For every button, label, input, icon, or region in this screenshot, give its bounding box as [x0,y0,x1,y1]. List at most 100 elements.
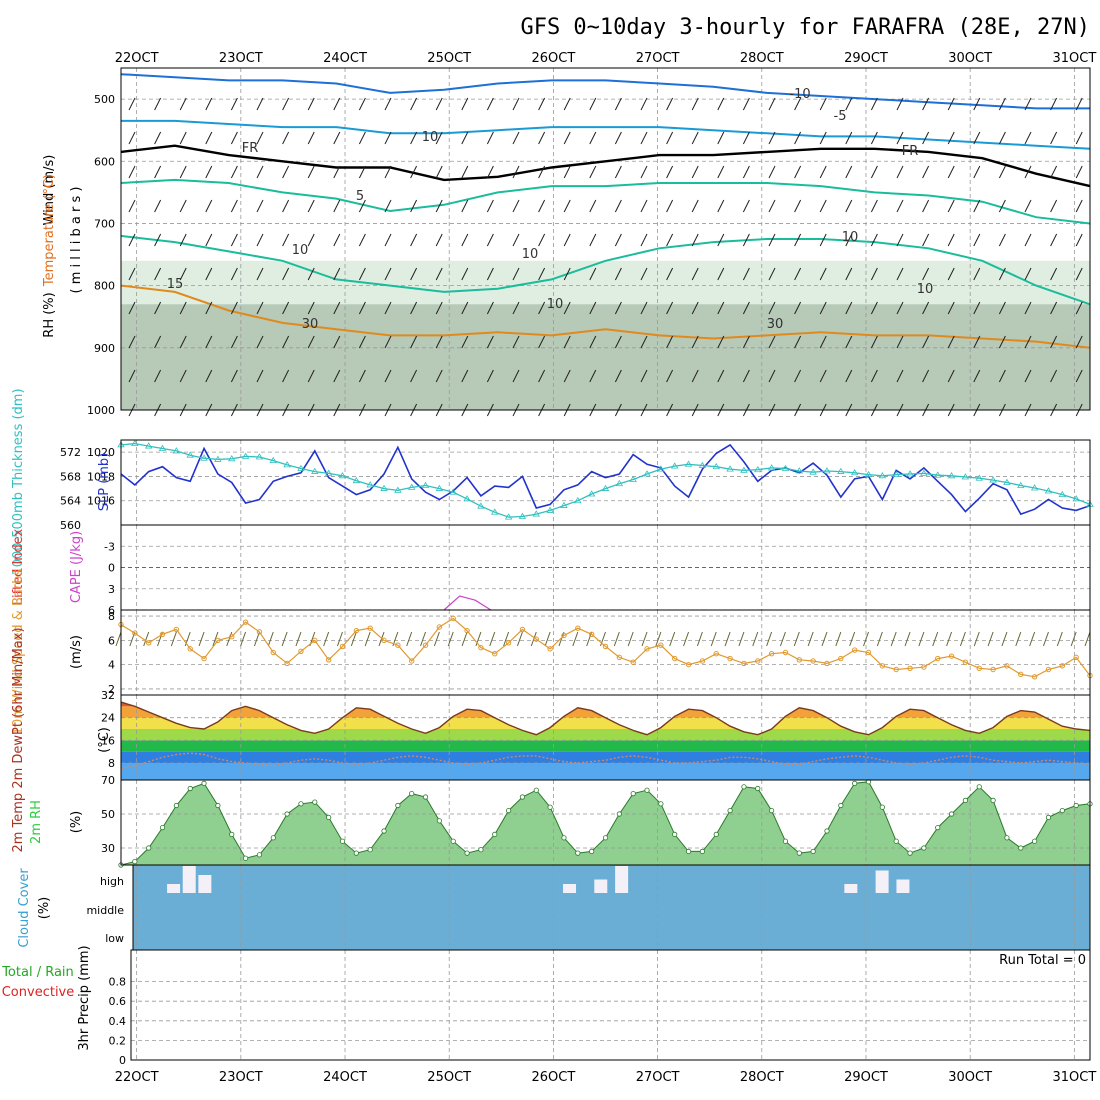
wind-barb [794,199,802,213]
wind-barb [614,233,622,247]
wind-barb [973,199,981,213]
wind-speed-point [948,653,955,659]
wind-barb [666,233,674,247]
wind-barb [922,97,930,111]
temperature-band [121,751,1090,763]
surface-wind-barb [461,631,468,647]
slp-axis-label: SLP (mb) [97,453,112,512]
wind-barb [1050,233,1058,247]
wind-barb [666,301,674,315]
wind-barb [998,335,1006,349]
wind-speed-point [1059,663,1066,669]
thickness-point [823,467,831,474]
wind-speed-point [962,659,969,665]
wind-barb [742,267,750,281]
wind-barb [794,131,802,145]
rh-point [1004,835,1010,841]
contour-label: 15 [167,277,184,292]
date-label-top: 24OCT [323,51,367,66]
wind-barb [486,165,494,179]
wind-barb [128,199,136,213]
wind-barb [461,131,469,145]
wind-barb [563,369,571,383]
wind-speed-point [810,658,816,664]
wind-speed-point [464,627,470,634]
thickness-point [754,465,762,473]
wind-barb [282,369,290,383]
high-cloud-bar [167,884,181,893]
wind-barb [333,165,341,179]
wind-barb [256,97,264,111]
slp-line [120,443,1091,516]
thickness-point [144,442,153,449]
wind-barb [538,301,546,315]
wind-barb [435,335,443,349]
contour-label: 30 [767,317,784,332]
rh-axis-label: 2m RH [29,800,44,844]
thickness-point [338,472,347,479]
wind-barb [435,97,443,111]
wind-barb [461,335,469,349]
wind-barb [845,97,853,111]
thickness-tick-label: 560 [60,519,81,532]
precip-total-label: Total / Rain [1,965,74,980]
thickness-point [961,473,970,480]
wind-speed-point [325,657,332,663]
rh-point [589,848,595,855]
thickness-point [989,476,997,483]
y-tick-label: 1018 [87,470,115,483]
wind-barb [870,165,878,179]
y-tick-label: 1000 [87,404,115,417]
thickness-point [657,465,665,472]
rh-point [215,802,221,809]
wind-barb [538,335,546,349]
wind-barb [819,165,827,179]
date-label-top: 27OCT [636,51,680,66]
y-tick-label: 500 [94,93,115,106]
rh-point [948,811,955,817]
surface-wind-barb [710,631,717,647]
rh-point [796,850,802,856]
wind-barb [358,97,366,111]
surface-wind-barb [627,631,634,647]
rh-point [242,855,249,861]
wind-barb [845,131,853,145]
surface-wind-barb [683,631,690,647]
wind-barb [1075,233,1083,247]
wind-barb [486,199,494,213]
surface-wind-barb [655,631,662,647]
surface-wind-barb [1043,631,1049,647]
thickness-point [906,470,914,477]
rh-point [1045,814,1052,821]
cape-axis-label: CAPE (J/kg) [69,531,84,603]
wind-barb [230,335,238,349]
wind-barb [205,301,213,315]
wind-barb [768,131,776,145]
surface-wind-barb [641,631,648,647]
surface-wind-barb [447,631,454,647]
wind-barb [922,301,930,315]
thickness-point [892,470,900,478]
high-cloud-bar [594,879,608,893]
wind-barb [435,165,443,179]
wind-barb [896,301,904,315]
isotherm-line [121,119,1091,150]
surface-wind-barb [503,631,510,647]
surface-wind-barb [766,631,773,647]
thickness-point [380,484,388,491]
wind-barb [717,97,725,111]
wind-barb [768,369,776,383]
rh-point [755,785,761,792]
date-label-top: 28OCT [740,51,784,66]
rh-point [450,838,456,844]
wind-barb [717,199,725,213]
surface-wind-barb [170,631,177,647]
wind-speed-point [159,631,166,637]
pressure-axis-label: ( m i l l i b a r s ) [69,187,84,294]
wind-barb [230,301,238,315]
wind-barb [333,97,341,111]
wind-barb [282,97,290,111]
wind-barb [998,165,1006,179]
surface-wind-barb [987,631,994,647]
wind-barb [538,369,546,383]
